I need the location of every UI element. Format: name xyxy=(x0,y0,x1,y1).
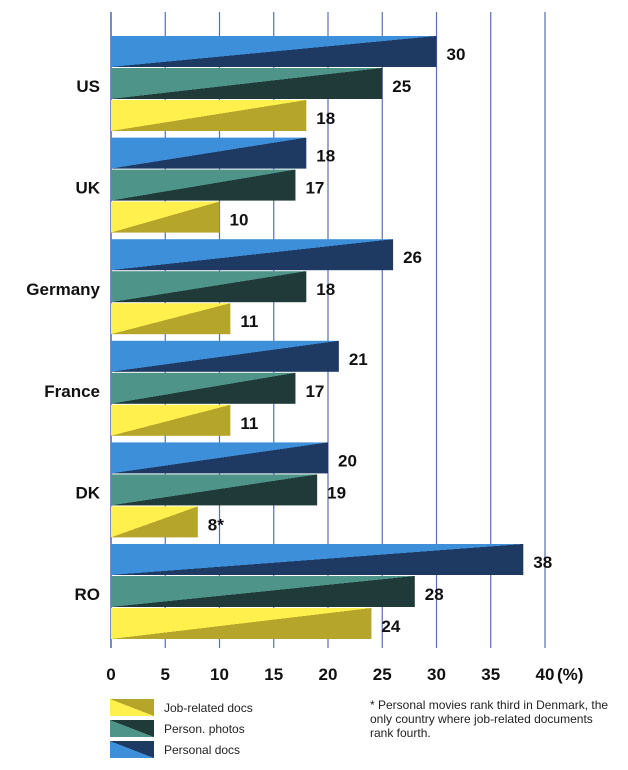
bar-us-personal-docs xyxy=(111,36,437,67)
legend-label: Person. photos xyxy=(164,721,245,736)
category-label: France xyxy=(44,382,100,401)
bar-france-job-related-docs xyxy=(111,404,231,436)
category-label: RO xyxy=(75,585,101,604)
category-label: DK xyxy=(75,483,100,502)
x-tick-label: 20 xyxy=(319,665,338,684)
value-label: 17 xyxy=(305,382,324,401)
bar-germany-person-photos xyxy=(111,271,307,303)
x-tick-label: 25 xyxy=(373,665,392,684)
legend-swatch-person-photos xyxy=(110,720,154,737)
value-label: 25 xyxy=(392,77,411,96)
bar-france-person-photos xyxy=(111,372,296,404)
x-axis-unit: (%) xyxy=(557,665,583,684)
legend-swatch-job-related-docs xyxy=(110,699,154,716)
bar-germany-job-related-docs xyxy=(111,303,231,335)
bar-dk-personal-docs xyxy=(111,442,328,474)
bar-ro-personal-docs xyxy=(111,544,524,575)
value-label: 11 xyxy=(240,414,258,433)
legend-item: Personal docs xyxy=(110,739,253,760)
bar-uk-person-photos xyxy=(111,169,296,201)
value-label: 18 xyxy=(316,280,335,299)
bar-ro-person-photos xyxy=(111,576,415,607)
value-label: 20 xyxy=(338,451,357,470)
x-tick-label: 30 xyxy=(427,665,446,684)
legend: Job-related docs Person. photos Personal… xyxy=(110,697,253,760)
bar-uk-personal-docs xyxy=(111,137,307,169)
value-label: 19 xyxy=(327,483,346,502)
bar-germany-personal-docs xyxy=(111,239,394,271)
legend-swatch-personal-docs xyxy=(110,741,154,758)
x-tick-label: 35 xyxy=(481,665,500,684)
bar-uk-job-related-docs xyxy=(111,201,220,233)
value-label: 24 xyxy=(381,617,400,636)
bars xyxy=(111,36,524,639)
value-label: 11 xyxy=(240,312,258,331)
value-label: 18 xyxy=(316,109,335,128)
x-tick-label: 5 xyxy=(161,665,170,684)
value-label: 18 xyxy=(316,147,335,166)
footnote: * Personal movies rank third in Denmark,… xyxy=(370,698,609,740)
bar-ro-job-related-docs xyxy=(111,608,372,639)
category-label: Germany xyxy=(26,280,100,299)
x-tick-label: 15 xyxy=(264,665,283,684)
bar-us-job-related-docs xyxy=(111,100,307,131)
x-tick-label: 10 xyxy=(210,665,229,684)
category-label: UK xyxy=(75,179,100,198)
value-labels: 30 25 18 18 17 10 26 18 11 21 17 11 20 19 8* 38 28 24 xyxy=(208,45,552,636)
value-label: 30 xyxy=(447,45,466,64)
value-label: 28 xyxy=(425,585,444,604)
bar-france-personal-docs xyxy=(111,340,339,372)
value-label: 38 xyxy=(533,553,552,572)
legend-label: Job-related docs xyxy=(164,700,253,715)
value-label: 26 xyxy=(403,248,422,267)
value-label: 17 xyxy=(305,179,324,198)
bar-us-person-photos xyxy=(111,68,383,99)
value-label: 10 xyxy=(230,211,249,230)
legend-item: Person. photos xyxy=(110,718,253,739)
category-label: US xyxy=(76,77,100,96)
x-tick-label: 0 xyxy=(106,665,115,684)
x-tick-label: 40 xyxy=(536,665,555,684)
legend-label: Personal docs xyxy=(164,742,241,757)
x-axis: 0 5 10 15 20 25 30 35 40 (%) xyxy=(106,665,583,684)
legend-item: Job-related docs xyxy=(110,697,253,718)
category-labels: US UK Germany France DK RO xyxy=(26,77,100,604)
value-label: 21 xyxy=(349,350,368,369)
bar-chart: 0 5 10 15 20 25 30 35 40 (%) US UK Germany France DK R… xyxy=(26,12,583,684)
bar-dk-person-photos xyxy=(111,474,318,506)
value-label: 8* xyxy=(208,515,224,534)
bar-dk-job-related-docs xyxy=(111,506,198,538)
